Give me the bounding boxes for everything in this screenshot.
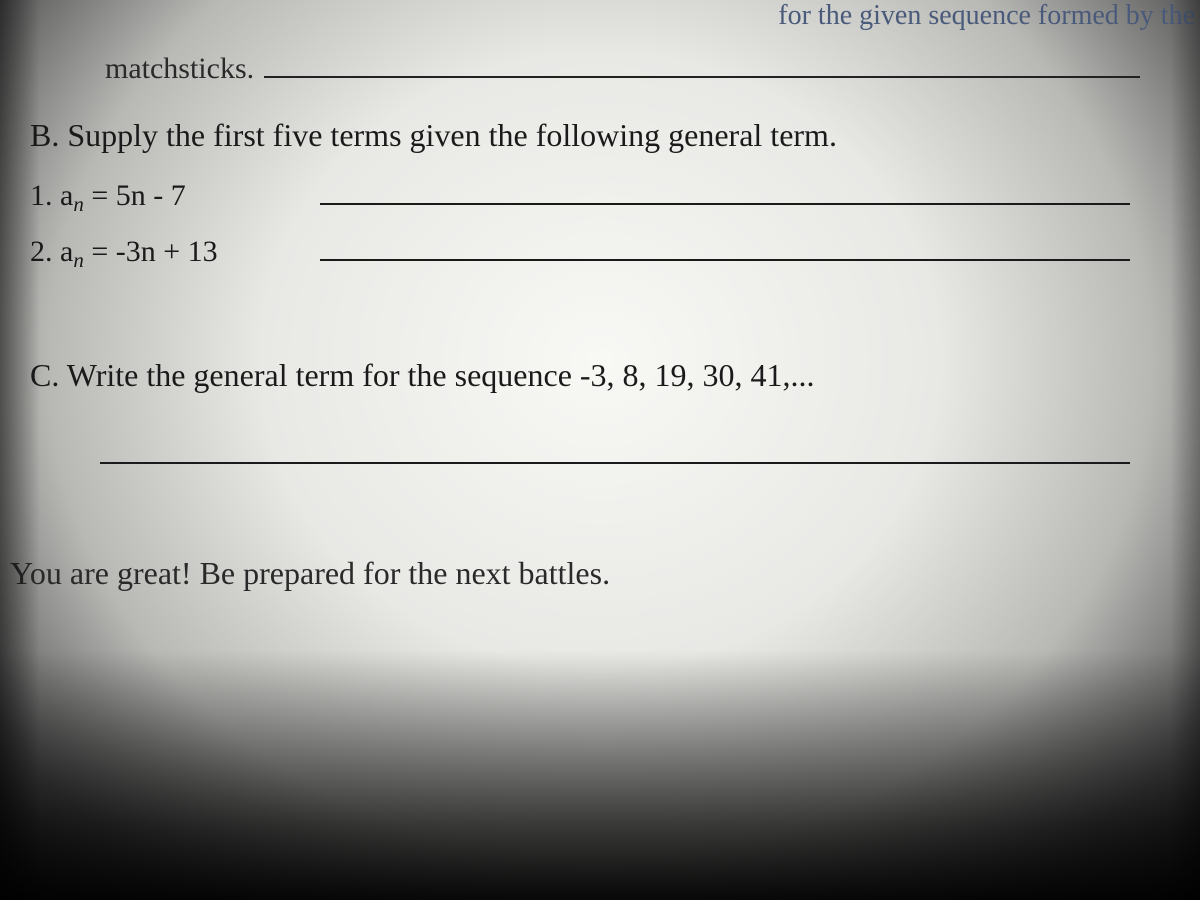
worksheet-page: for the given sequence formed by the mat…: [0, 0, 1200, 900]
item-2-row: 2. an = -3n + 13: [30, 235, 1180, 269]
photo-vignette-bottom: [0, 650, 1200, 900]
section-c: C. Write the general term for the sequen…: [30, 355, 1160, 464]
item-1-subscript: n: [73, 192, 84, 216]
item-2-prefix: 2. a: [30, 235, 73, 268]
item-2-label: 2. an = -3n + 13: [30, 235, 290, 269]
section-c-answer-line[interactable]: [100, 462, 1130, 464]
item-2-answer-line[interactable]: [320, 235, 1130, 261]
matchsticks-label: matchsticks.: [105, 52, 254, 86]
section-c-title: C. Write the general term for the sequen…: [30, 355, 1160, 397]
section-b-title: B. Supply the first five terms given the…: [30, 115, 1180, 157]
item-1-label: 1. an = 5n - 7: [30, 179, 290, 213]
section-b: B. Supply the first five terms given the…: [30, 115, 1180, 269]
item-1-suffix: = 5n - 7: [84, 179, 186, 212]
matchsticks-row: matchsticks.: [105, 50, 1140, 86]
item-2-subscript: n: [73, 248, 84, 272]
item-1-answer-line[interactable]: [320, 179, 1130, 205]
footer-encouragement: You are great! Be prepared for the next …: [10, 555, 610, 592]
item-1-row: 1. an = 5n - 7: [30, 179, 1180, 213]
item-2-suffix: = -3n + 13: [84, 235, 218, 268]
item-1-prefix: 1. a: [30, 179, 73, 212]
partial-top-text: for the given sequence formed by the: [778, 0, 1195, 32]
matchsticks-answer-line[interactable]: [264, 50, 1140, 78]
